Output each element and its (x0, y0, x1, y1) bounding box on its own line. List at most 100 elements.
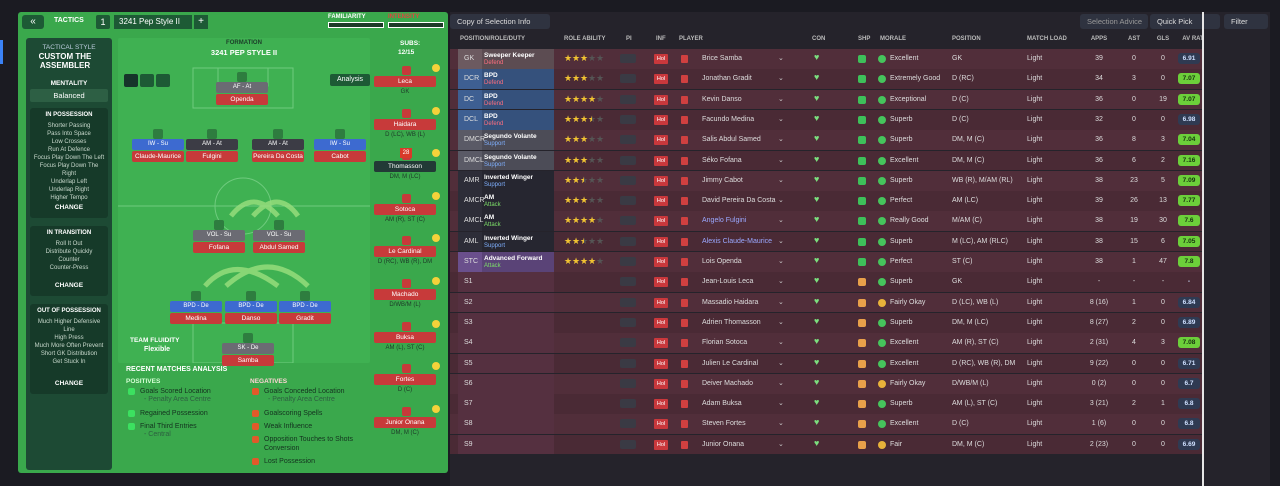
player-dropdown[interactable]: ⌄ (778, 55, 784, 62)
role-name[interactable]: Segundo Volante (484, 133, 537, 141)
player-name[interactable]: Adam Buksa (702, 400, 742, 408)
player-name[interactable]: Facundo Medina (702, 115, 755, 123)
change-button[interactable]: CHANGE (54, 282, 84, 289)
table-row[interactable]: S1 Hol Jean-Louis Leca ⌄ ♥ Superb GK Light - - - - (450, 272, 1202, 293)
player-name[interactable]: Claude-Maurice (132, 151, 184, 162)
bench-name[interactable]: Fortes (374, 374, 436, 386)
column-header[interactable]: CON (812, 36, 826, 42)
player-name[interactable]: Danso (225, 313, 277, 324)
column-header[interactable]: MORALE (880, 36, 906, 42)
player-dropdown[interactable]: ⌄ (778, 156, 784, 164)
change-button[interactable]: CHANGE (54, 380, 84, 387)
table-row[interactable]: S2 Hol Massadio Haidara ⌄ ♥ Fairly Okay D (LC)… (450, 292, 1202, 313)
player-dropdown[interactable]: ⌄ (778, 217, 784, 225)
player-name[interactable]: Alexis Claude-Maurice (702, 237, 773, 245)
player-name[interactable]: David Pereira Da Costa (702, 197, 776, 205)
pi-icon[interactable] (620, 378, 636, 388)
column-header[interactable]: AST (1128, 36, 1140, 42)
role-duty[interactable]: IW - Su (132, 139, 184, 150)
player-name[interactable]: Brice Samba (702, 55, 743, 62)
bench-name[interactable]: Haidara (374, 118, 436, 130)
player-dropdown[interactable]: ⌄ (778, 359, 784, 367)
table-row[interactable]: S8 Hol Steven Fortes ⌄ ♥ Excellent D (C) Light 1… (450, 414, 1202, 435)
column-header[interactable]: PLAYER (679, 36, 703, 42)
pi-icon[interactable] (620, 317, 636, 327)
player-name[interactable]: Cabot (314, 151, 366, 162)
pi-icon[interactable] (620, 54, 636, 63)
role-duty[interactable]: AM - At (252, 139, 304, 150)
bench-name[interactable]: Machado (374, 289, 436, 300)
tactic-slot[interactable]: 1 (96, 15, 110, 29)
column-header[interactable]: INF (656, 36, 666, 42)
player-dropdown[interactable]: ⌄ (778, 379, 784, 387)
player-name[interactable]: Samba (222, 355, 274, 366)
player-name[interactable]: Angelo Fulgini (702, 217, 747, 225)
column-header[interactable]: POSITION/ROLE/DUTY (460, 36, 526, 42)
player-dropdown[interactable]: ⌄ (778, 197, 784, 205)
column-header[interactable]: AV RAT (1182, 36, 1204, 42)
column-header[interactable]: SHP (858, 36, 871, 42)
player-name[interactable]: Openda (216, 94, 268, 105)
role-name[interactable]: Inverted Winger (484, 173, 534, 181)
role-name[interactable]: Segundo Volante (484, 153, 537, 161)
player-dropdown[interactable]: ⌄ (778, 258, 784, 265)
pi-icon[interactable] (620, 175, 636, 185)
pi-icon[interactable] (620, 399, 636, 409)
player-name[interactable]: Fofana (193, 242, 245, 253)
player-name[interactable]: Salis Abdul Samed (702, 136, 761, 144)
column-header[interactable]: PI (626, 36, 632, 42)
player-dropdown[interactable]: ⌄ (778, 95, 784, 103)
formation-name[interactable]: 3241 PEP STYLE II (210, 48, 278, 57)
pi-icon[interactable] (620, 257, 636, 266)
column-header[interactable]: APPS (1090, 36, 1108, 42)
player-name[interactable]: Adrien Thomasson (702, 318, 761, 326)
view-toggle[interactable] (156, 74, 170, 87)
role-duty[interactable]: AM - At (186, 139, 238, 150)
column-header[interactable]: ROLE ABILITY (564, 36, 606, 42)
player-name[interactable]: Julien Le Cardinal (702, 359, 759, 367)
player-name[interactable]: Steven Fortes (702, 420, 746, 428)
bench-name[interactable]: Sotoca (374, 203, 436, 215)
player-dropdown[interactable]: ⌄ (778, 136, 784, 144)
table-row[interactable]: S7 Hol Adam Buksa ⌄ ♥ Superb AM (L), ST (C) Lig… (450, 394, 1202, 414)
quick-pick[interactable]: Quick Pick (1150, 14, 1220, 29)
role-name[interactable]: Inverted Winger (484, 234, 534, 242)
player-name[interactable]: Lois Openda (702, 258, 742, 265)
player-name[interactable]: Pereira Da Costa (252, 151, 304, 162)
column-header[interactable]: MATCH LOAD (1027, 36, 1067, 42)
player-name[interactable]: Jonathan Gradit (702, 75, 752, 83)
role-duty[interactable]: BPD - De (225, 301, 277, 312)
player-name[interactable]: Séko Fofana (702, 156, 742, 164)
role-duty[interactable]: SK - De (222, 343, 274, 354)
player-name[interactable]: Fulgini (186, 151, 238, 162)
pi-icon[interactable] (620, 216, 636, 226)
view-toggle[interactable] (124, 74, 138, 87)
player-name[interactable]: Gradit (279, 313, 331, 324)
pi-icon[interactable] (620, 196, 636, 206)
role-name[interactable]: Sweeper Keeper (484, 52, 535, 59)
add-tactic[interactable]: + (194, 15, 208, 29)
player-name[interactable]: Massadio Haidara (702, 298, 759, 306)
role-duty[interactable]: BPD - De (170, 301, 222, 312)
player-dropdown[interactable]: ⌄ (778, 298, 784, 306)
pi-icon[interactable] (620, 155, 636, 165)
role-duty[interactable]: VOL - Su (253, 230, 305, 241)
player-dropdown[interactable]: ⌄ (778, 420, 784, 428)
player-dropdown[interactable]: ⌄ (778, 176, 784, 184)
pi-icon[interactable] (620, 419, 636, 429)
pi-icon[interactable] (620, 297, 636, 307)
role-name[interactable]: BPD (484, 72, 498, 80)
player-name[interactable]: Jean-Louis Leca (702, 278, 754, 286)
player-dropdown[interactable]: ⌄ (778, 400, 784, 408)
pi-icon[interactable] (620, 114, 636, 124)
pi-icon[interactable] (620, 74, 636, 84)
role-name[interactable]: BPD (484, 92, 498, 100)
